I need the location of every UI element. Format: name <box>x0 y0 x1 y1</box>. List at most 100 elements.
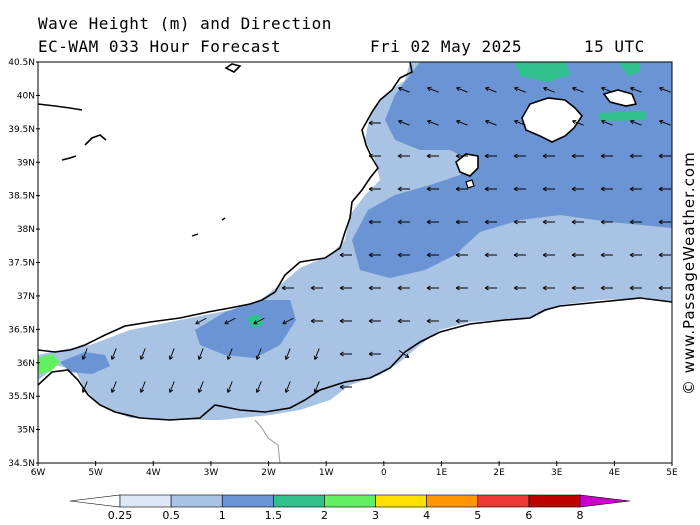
wave-arrow <box>455 285 468 291</box>
colorbar-label: 1 <box>219 509 226 522</box>
wave-arrow <box>310 285 323 291</box>
colorbar-segment <box>579 494 631 508</box>
wave-arrow <box>485 86 497 93</box>
wave-arrow <box>284 381 291 393</box>
wave-arrow <box>513 252 526 258</box>
wave-arrow <box>571 219 584 225</box>
colorbar-label: 5 <box>474 509 481 522</box>
wave-arrow <box>426 153 439 159</box>
wave-arrow <box>572 86 584 93</box>
latitude-label: 36.5N <box>8 325 35 335</box>
sea-green-zone <box>618 62 640 76</box>
latitude-label: 38N <box>17 225 35 235</box>
wave-arrow <box>313 381 320 393</box>
wave-arrow <box>339 285 352 291</box>
wave-arrow <box>368 351 381 357</box>
colorbar-label: 4 <box>423 509 430 522</box>
wave-arrow <box>427 86 439 93</box>
wave-arrow <box>139 381 146 393</box>
wave-arrow <box>601 86 613 93</box>
longitude-label: 0 <box>381 468 387 478</box>
wave-arrow <box>629 153 642 159</box>
wave-arrow <box>513 153 526 159</box>
wave-arrow <box>255 381 262 393</box>
sea-mid-zone-strait <box>60 352 110 374</box>
longitude-label: 2E <box>493 468 505 478</box>
longitude-label: 3W <box>204 468 219 478</box>
wave-arrow <box>139 348 146 360</box>
forecast-label: EC-WAM 033 Hour Forecast <box>38 37 282 56</box>
latitude-label: 39.5N <box>8 125 35 135</box>
sea-green-zone <box>515 62 570 82</box>
wave-arrow <box>426 252 439 258</box>
longitude-label: 1E <box>436 468 448 478</box>
colorbar-label: 1.5 <box>265 509 283 522</box>
wave-arrow <box>339 384 352 390</box>
wave-arrow <box>630 86 642 93</box>
colorbar-label: 2 <box>321 509 328 522</box>
wave-arrow <box>659 86 671 93</box>
coastline-fragment <box>191 217 226 237</box>
wave-arrow <box>397 318 410 324</box>
colorbar-segment <box>170 494 223 508</box>
wave-arrow <box>313 348 320 360</box>
wave-arrow <box>368 318 381 324</box>
wave-direction-arrows <box>81 86 671 393</box>
wave-arrow <box>484 252 497 258</box>
island-menorca <box>602 89 638 107</box>
wave-arrow <box>629 285 642 291</box>
wave-arrow <box>195 317 207 325</box>
wave-height-colorbar: 0.25 0.5 1 1.5 2 3 4 5 6 8 <box>69 494 631 522</box>
wave-arrow <box>455 219 468 225</box>
wave-arrow <box>426 186 439 192</box>
colorbar-label: 8 <box>577 509 584 522</box>
wave-arrow <box>197 381 204 393</box>
map-title: Wave Height (m) and Direction <box>38 14 332 33</box>
wave-arrow <box>484 219 497 225</box>
wave-arrow <box>168 381 175 393</box>
wave-arrow <box>484 153 497 159</box>
colorbar-segment <box>477 494 530 508</box>
wave-arrow <box>310 318 323 324</box>
wave-arrow <box>600 153 613 159</box>
sea-green-zone <box>598 111 646 121</box>
latitude-label: 35N <box>17 426 35 436</box>
wave-arrow <box>81 381 88 393</box>
longitude-label: 2W <box>261 468 276 478</box>
wave-arrow <box>485 119 497 126</box>
colorbar-segment <box>119 494 172 508</box>
wave-arrow <box>253 317 265 325</box>
wave-arrow <box>368 252 381 258</box>
wave-arrow <box>600 285 613 291</box>
wave-arrow <box>572 119 584 126</box>
wave-arrow <box>455 252 468 258</box>
border-line <box>254 419 281 463</box>
sea-mid-zone-alboran <box>195 300 296 358</box>
longitude-label: 6W <box>31 468 46 478</box>
wave-arrow <box>226 381 233 393</box>
longitude-label: 1W <box>319 468 334 478</box>
wave-arrow <box>426 219 439 225</box>
wave-arrow <box>629 252 642 258</box>
colorbar-label: 0.25 <box>108 509 133 522</box>
wave-arrow <box>658 252 671 258</box>
wave-arrow <box>81 348 88 360</box>
wave-arrow <box>282 317 294 325</box>
coastline-spain <box>38 62 413 353</box>
wave-arrow <box>514 86 526 93</box>
wave-arrow <box>601 119 613 126</box>
wave-arrow <box>339 351 352 357</box>
wave-arrow <box>427 119 439 126</box>
sea-lime-zone <box>38 354 60 374</box>
wave-arrow <box>629 219 642 225</box>
wave-arrow <box>571 186 584 192</box>
wave-arrow <box>542 252 555 258</box>
wave-arrow <box>513 219 526 225</box>
colorbar-segment <box>273 494 325 508</box>
forecast-date: Fri 02 May 2025 <box>370 37 522 56</box>
wave-arrow <box>368 120 381 126</box>
colorbar-segment <box>69 494 121 508</box>
wave-arrow <box>629 186 642 192</box>
wave-arrow <box>397 285 410 291</box>
